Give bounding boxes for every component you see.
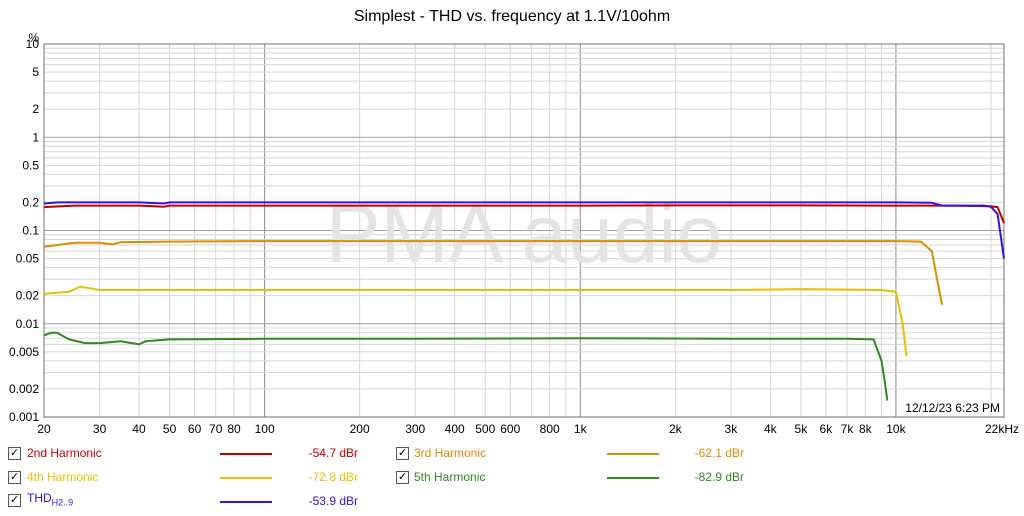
y-tick-label: 0.05 [16, 252, 40, 266]
legend-value-4th-harmonic: -72.8 dBr [308, 470, 358, 484]
x-tick-label: 200 [350, 422, 370, 436]
series-line-3rd-harmonic [43, 240, 943, 305]
x-tick-label: 80 [227, 422, 241, 436]
x-tick-label: 7k [841, 422, 855, 436]
x-tick-label: 3k [725, 422, 739, 436]
legend-checkbox-thd[interactable]: ✓ [8, 494, 21, 507]
legend-label-4th-harmonic: 4th Harmonic [27, 470, 99, 484]
x-tick-label: 30 [93, 422, 107, 436]
x-tick-label: 2k [669, 422, 683, 436]
x-tick-label: 800 [540, 422, 560, 436]
series-line-thd [43, 201, 1005, 259]
x-tick-label: 22kHz [985, 422, 1019, 436]
x-tick-label: 400 [445, 422, 465, 436]
x-tick-label: 5k [795, 422, 809, 436]
y-tick-label: 1 [32, 130, 39, 144]
x-tick-label: 8k [859, 422, 873, 436]
x-tick-label: 300 [405, 422, 425, 436]
legend-swatch-3rd-harmonic [607, 453, 659, 455]
legend-label-thd: THDH2..9 [27, 491, 73, 507]
legend-label-thd-main: THD [27, 491, 52, 505]
legend-checkbox-2nd-harmonic[interactable]: ✓ [8, 447, 21, 460]
x-tick-label: 20 [37, 422, 51, 436]
legend-label-2nd-harmonic: 2nd Harmonic [27, 446, 102, 460]
legend-checkbox-3rd-harmonic[interactable]: ✓ [396, 447, 409, 460]
y-tick-label: 0.002 [9, 382, 39, 396]
y-tick-label: 2 [32, 102, 39, 116]
legend-value-thd: -53.9 dBr [308, 494, 358, 508]
y-axis-label: % [28, 31, 39, 45]
x-tick-label: 600 [500, 422, 520, 436]
legend-swatch-5th-harmonic [607, 477, 659, 479]
legend-value-2nd-harmonic: -54.7 dBr [308, 446, 358, 460]
x-tick-label: 4k [764, 422, 778, 436]
y-tick-label: 0.1 [22, 224, 39, 238]
x-tick-label: 500 [475, 422, 495, 436]
legend-value-3rd-harmonic: -62.1 dBr [694, 446, 744, 460]
y-tick-label: 0.001 [9, 410, 39, 424]
series-line-4th-harmonic [43, 285, 908, 357]
legend-label-5th-harmonic: 5th Harmonic [414, 470, 486, 484]
y-tick-label: 0.01 [16, 317, 40, 331]
y-tick-label: 0.5 [22, 158, 39, 172]
watermark: PMA audio [326, 189, 723, 280]
y-tick-label: 10 [26, 37, 40, 51]
x-tick-label: 10k [886, 422, 906, 436]
legend-swatch-4th-harmonic [220, 477, 272, 479]
x-tick-label: 40 [132, 422, 146, 436]
y-tick-label: 0.02 [16, 289, 40, 303]
y-tick-label: 0.2 [22, 195, 39, 209]
y-tick-label: 5 [32, 65, 39, 79]
legend-value-5th-harmonic: -82.9 dBr [694, 470, 744, 484]
x-tick-label: 60 [188, 422, 202, 436]
legend-swatch-2nd-harmonic [220, 453, 272, 455]
legend-swatch-thd [220, 501, 272, 503]
x-tick-label: 100 [255, 422, 275, 436]
x-tick-label: 1k [574, 422, 588, 436]
series-line-5th-harmonic [43, 331, 889, 401]
y-tick-label: 0.005 [9, 345, 39, 359]
legend-label-3rd-harmonic: 3rd Harmonic [414, 446, 487, 460]
x-tick-label: 6k [820, 422, 834, 436]
x-tick-label: 50 [163, 422, 177, 436]
plot-frame [43, 43, 1005, 418]
legend-checkbox-5th-harmonic[interactable]: ✓ [396, 471, 409, 484]
timestamp: 12/12/23 6:23 PM [905, 401, 1000, 415]
legend-checkbox-4th-harmonic[interactable]: ✓ [8, 471, 21, 484]
chart-title: Simplest - THD vs. frequency at 1.1V/10o… [353, 8, 671, 25]
x-tick-label: 70 [209, 422, 223, 436]
legend-label-thd-sub: H2..9 [51, 497, 74, 508]
